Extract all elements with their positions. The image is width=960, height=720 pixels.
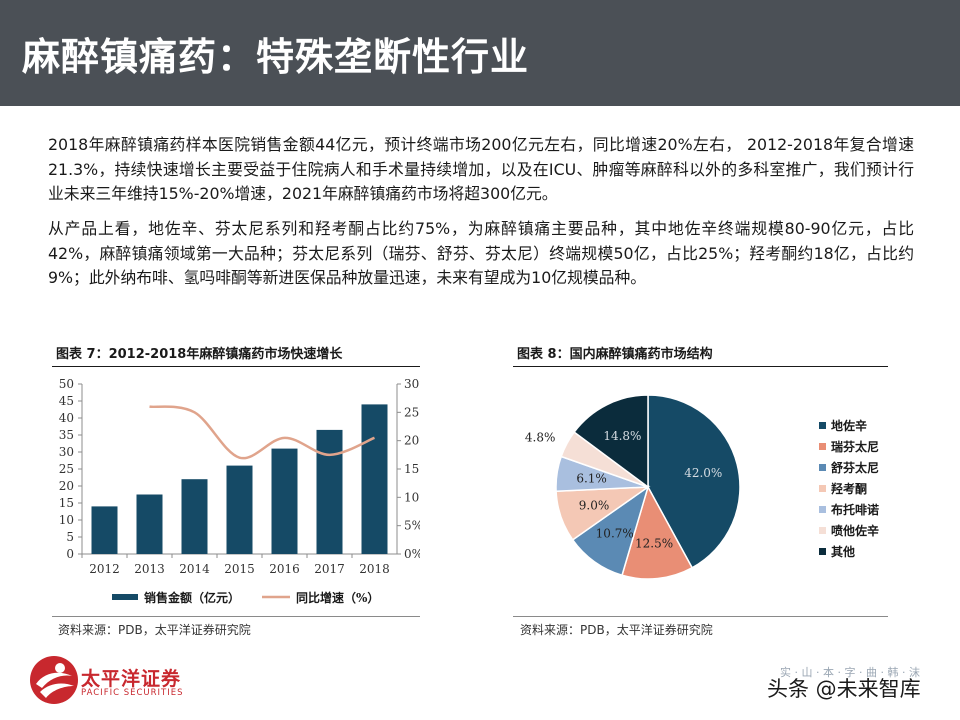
figure8-title: 图表 8：国内麻醉镇痛药市场结构 [517,347,713,362]
x-axis-tick-label: 2016 [269,562,300,576]
paragraph-product-structure: 从产品上看，地佐辛、芬太尼系列和羟考酮占比约75%，为麻醉镇痛主要品种，其中地佐… [48,219,914,287]
right-axis-tick-label: 25% [404,405,420,419]
x-axis-tick-label: 2018 [359,562,390,576]
figure7-title: 图表 7：2012-2018年麻醉镇痛药市场快速增长 [56,347,343,362]
bar-sales-2016 [271,448,298,554]
legend-label-其他: 其他 [831,544,855,559]
right-axis-tick-label: 10% [404,490,420,504]
legend-swatch-瑞芬太尼 [819,443,826,450]
legend-swatch-羟考酮 [819,485,826,492]
x-axis-tick-label: 2015 [224,562,255,576]
pie-value-label: 6.1% [576,472,607,486]
legend-label-布托啡诺: 布托啡诺 [831,502,879,517]
left-axis-tick-label: 40 [59,411,74,425]
legend-label-地佐辛: 地佐辛 [831,418,867,433]
x-axis-tick-label: 2012 [89,562,120,576]
left-axis-tick-label: 30 [59,445,74,459]
figure7-bottom-rule [52,616,420,617]
legend-growth-label: 同比增速（%） [296,590,379,605]
bar-sales-2018 [361,404,388,554]
right-axis-tick-label: 5% [404,519,420,533]
legend-swatch-布托啡诺 [819,506,826,513]
figure7-source: 资料来源：PDB，太平洋证券研究院 [58,623,251,637]
slide-title: 麻醉镇痛药：特殊垄断性行业 [22,35,530,79]
legend-label-羟考酮: 羟考酮 [831,481,867,496]
pacific-securities-logo [30,656,78,704]
watermark-text: 头条 @未来智库 [767,677,921,701]
left-axis-tick-label: 0 [66,547,74,561]
x-axis-tick-label: 2013 [134,562,165,576]
pie-value-label: 4.8% [525,431,556,445]
pie-slice-瑞芬太尼 [621,485,694,580]
left-axis-tick-label: 35 [59,428,74,442]
left-axis-tick-label: 45 [59,394,74,408]
figure8-source: 资料来源：PDB，太平洋证券研究院 [520,623,713,637]
right-axis-tick-label: 30% [404,377,420,391]
bar-sales-2015 [226,465,253,554]
line-growth-rate [149,405,375,460]
figure7-title-rule [52,366,420,367]
left-axis-tick-label: 20 [59,479,74,493]
pie-slice-地佐辛 [647,394,741,569]
legend-swatch-其他 [819,548,826,555]
market-structure-pie-chart: 42.0% 12.5%10.7% 9.0% 6.1% 4.8% 14.8% 地佐辛瑞芬太尼舒… [525,394,879,580]
legend-sales-label: 销售金额（亿元） [144,590,240,605]
x-axis-tick-label: 2017 [314,562,345,576]
right-axis-tick-label: 15% [404,462,420,476]
left-axis-tick-label: 15 [59,496,74,510]
legend-label-瑞芬太尼: 瑞芬太尼 [831,439,879,454]
market-growth-chart: 0 5 10 15 20 25 30 35 40 45 50 0% 5% 10% 15% 20% 25% 30% 2… [59,377,420,605]
pie-value-label: 14.8% [603,429,641,443]
figure8-title-rule [513,366,888,367]
bar-sales-2014 [181,479,208,554]
watermark-faint-text: 实 · 山 · 本 · 字 · 曲 · 韩 · 沫 [780,666,920,679]
legend-label-喷他佐辛: 喷他佐辛 [831,523,879,538]
legend-swatch-地佐辛 [819,422,826,429]
right-axis-tick-label: 20% [404,434,420,448]
slide-header: 麻醉镇痛药：特殊垄断性行业 [0,0,960,106]
pie-value-label: 9.0% [579,498,610,512]
logo-name-en: PACIFIC SECURITIES [81,688,184,698]
legend-swatch-舒芬太尼 [819,464,826,471]
right-axis-tick-label: 0% [404,547,420,561]
left-axis-tick-label: 25 [59,462,74,476]
x-axis-tick-label: 2014 [179,562,210,576]
bar-sales-2013 [136,494,163,554]
pie-value-label: 42.0% [684,466,722,480]
bar-sales-2012 [91,506,118,554]
bar-sales-2017 [316,429,343,554]
pie-value-label: 12.5% [635,537,673,551]
figure8-bottom-rule [513,616,888,617]
left-axis-tick-label: 50 [59,377,74,391]
legend-sales-swatch [112,594,138,600]
left-axis-tick-label: 10 [59,513,74,527]
left-axis-tick-label: 5 [66,530,74,544]
logo-emblem-icon [30,656,78,704]
legend-swatch-喷他佐辛 [819,527,826,534]
pie-value-label: 10.7% [596,526,634,540]
legend-label-舒芬太尼: 舒芬太尼 [830,460,879,475]
logo-name-cn: 太平洋证券 [81,668,182,690]
paragraph-market-size: 2018年麻醉镇痛药样本医院销售金额44亿元，预计终端市场200亿元左右，同比增… [48,135,914,203]
pie-slice-其他 [573,394,649,489]
